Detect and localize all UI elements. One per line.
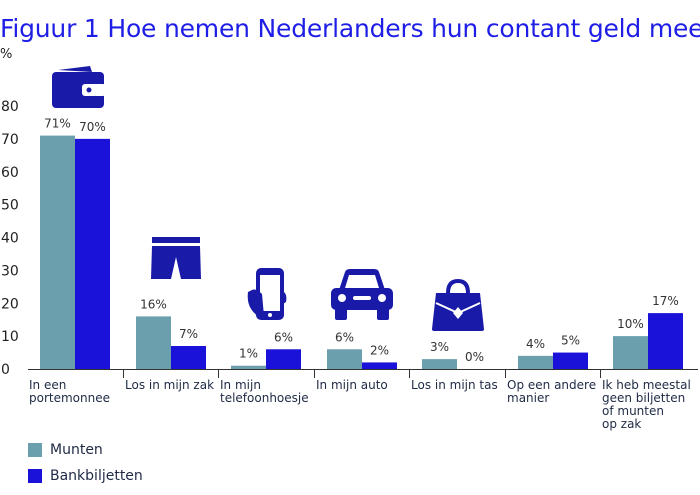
data-label: 16% [140, 297, 167, 311]
y-tick-label: 60 [1, 165, 19, 181]
data-label: 7% [179, 327, 198, 341]
x-tick-label: geen biljetten [602, 391, 685, 405]
y-tick-label: 50 [1, 198, 19, 214]
chart-title: Figuur 1 Hoe nemen Nederlanders hun cont… [0, 14, 700, 43]
legend-item-bankbiljetten: Bankbiljetten [28, 468, 143, 484]
y-tick-label: 40 [1, 231, 19, 247]
y-tick-label: 0 [1, 362, 10, 378]
x-tick-label: In een [29, 378, 66, 392]
bar-munten [231, 365, 266, 369]
x-tick-label: op zak [602, 417, 641, 431]
data-label: 6% [274, 330, 293, 344]
x-tick-label: of munten [602, 404, 664, 418]
y-axis-unit: % [0, 47, 13, 62]
y-tick-label: 30 [1, 263, 19, 279]
bar-munten [327, 349, 362, 369]
legend-item-munten: Munten [28, 442, 103, 458]
phone-hand-icon [247, 268, 287, 320]
data-label: 5% [561, 334, 580, 348]
y-tick-label: 10 [1, 329, 19, 345]
x-tick-label: telefoonhoesje [220, 391, 309, 405]
bar-munten [518, 355, 553, 369]
x-tick-label: Ik heb meestal [602, 378, 691, 392]
legend-swatch-bankbiljetten [28, 469, 42, 483]
x-tick-label: Los in mijn zak [125, 378, 214, 392]
bar-bankbiljetten [362, 362, 397, 369]
y-tick-label: 80 [1, 99, 19, 115]
bar-bankbiljetten [75, 138, 110, 369]
data-label: 6% [335, 330, 354, 344]
data-label: 1% [239, 347, 258, 361]
data-label: 2% [370, 343, 389, 357]
legend-swatch-munten [28, 443, 42, 457]
bar-munten [136, 316, 171, 369]
x-tick-label: In mijn [220, 378, 261, 392]
data-label: 3% [430, 340, 449, 354]
car-icon [331, 269, 393, 320]
data-label: 4% [526, 337, 545, 351]
bar-bankbiljetten [553, 352, 588, 369]
bar-munten [40, 135, 75, 369]
legend-label-bankbiljetten: Bankbiljetten [50, 468, 143, 484]
data-label: 17% [652, 294, 679, 308]
legend-label-munten: Munten [50, 442, 103, 458]
wallet-icon [52, 66, 106, 108]
y-tick-label: 20 [1, 296, 19, 312]
data-label: 70% [79, 120, 106, 134]
bar-munten [613, 336, 648, 369]
bar-bankbiljetten [171, 345, 206, 369]
x-tick-label: In mijn auto [316, 378, 388, 392]
x-tick-label: manier [507, 391, 549, 405]
data-label: 10% [617, 317, 644, 331]
shorts-icon [151, 237, 201, 279]
bar-bankbiljetten [266, 349, 301, 369]
x-tick-label: Los in mijn tas [411, 378, 498, 392]
bar-munten [422, 359, 457, 369]
data-label: 0% [465, 350, 484, 364]
y-tick-label: 70 [1, 132, 19, 148]
x-tick-label: Op een andere [507, 378, 596, 392]
bag-icon [432, 278, 484, 331]
bar-bankbiljetten [648, 313, 683, 369]
x-tick-label: portemonnee [29, 391, 110, 405]
data-label: 71% [44, 117, 71, 131]
